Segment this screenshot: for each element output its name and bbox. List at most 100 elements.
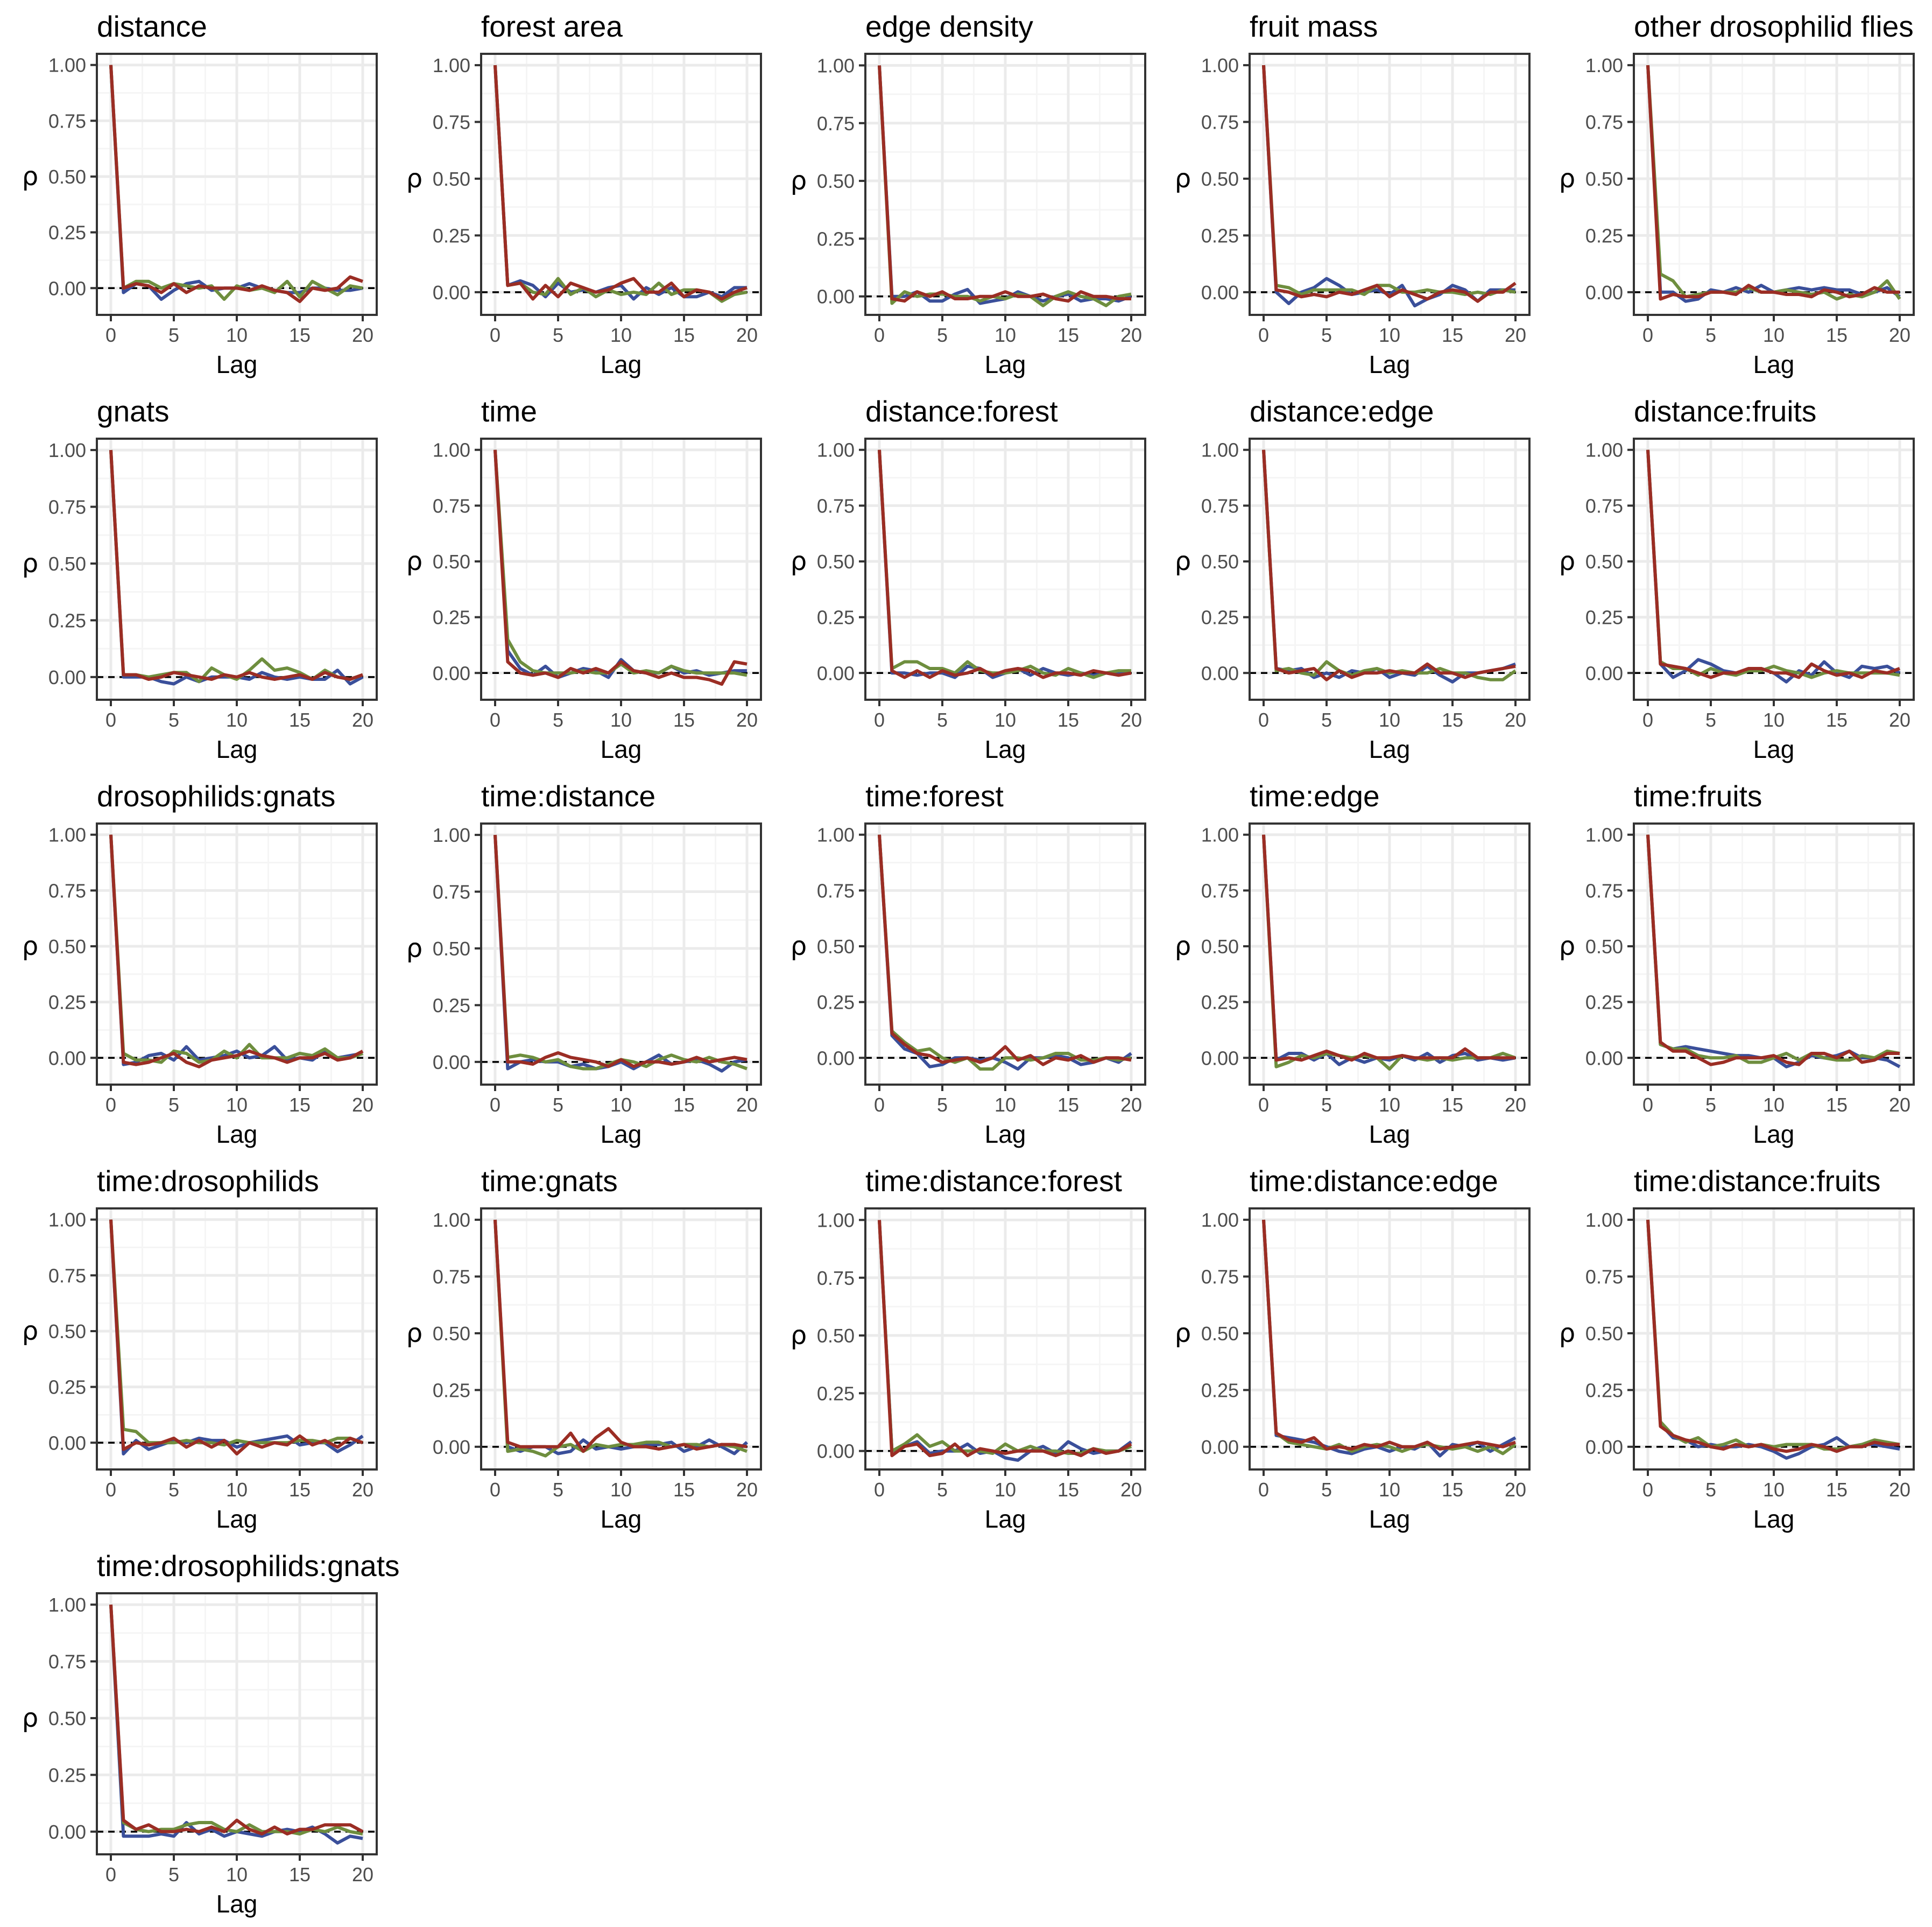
x-tick-label: 5	[553, 1094, 563, 1116]
x-tick-label: 10	[610, 324, 632, 346]
x-axis-title: Lag	[601, 350, 642, 378]
acf-series-line-2	[1262, 834, 1517, 1071]
acf-series-line-3	[1262, 1219, 1517, 1451]
x-tick-label: 20	[1120, 1479, 1142, 1501]
x-tick-label: 15	[1442, 709, 1463, 731]
facet-panel: distance:edge 1.00 0.75 0.50 0.25 0.00 0 5 10 15 2…	[1153, 385, 1537, 772]
y-tick-label: 0.00	[817, 1047, 855, 1069]
x-tick-label: 15	[289, 1863, 311, 1886]
x-tick-label: 0	[1642, 1094, 1653, 1116]
panel-svg: 1.00 0.75 0.50 0.25 0.00 0 5 10 15 20 Lag ρ	[791, 53, 1146, 378]
acf-series-line-3	[1646, 65, 1900, 301]
x-tick-label: 10	[226, 1863, 248, 1886]
acf-series-line-2	[1262, 1219, 1517, 1455]
x-tick-label: 10	[995, 1479, 1016, 1501]
x-tick-label: 10	[226, 1479, 248, 1501]
y-tick-label: 0.25	[1201, 991, 1239, 1014]
y-axis-title: ρ	[791, 1320, 807, 1351]
panel-title: time:distance	[481, 779, 656, 813]
x-tick-label: 10	[1763, 1479, 1785, 1501]
y-tick-label: 0.25	[433, 224, 470, 247]
y-tick-label: 0.75	[1201, 111, 1239, 133]
panel-title: fruit mass	[1250, 10, 1378, 43]
x-tick-label: 15	[1057, 709, 1079, 731]
x-tick-label: 0	[1258, 709, 1269, 731]
acf-series-line-3	[493, 1219, 748, 1453]
x-tick-label: 10	[995, 324, 1016, 346]
y-tick-label: 0.00	[1585, 282, 1623, 304]
x-tick-label: 5	[937, 324, 948, 346]
x-tick-label: 20	[736, 1479, 758, 1501]
y-tick-label: 0.75	[433, 881, 470, 903]
acf-series-line-3	[878, 449, 1132, 679]
y-tick-label: 1.00	[1585, 54, 1623, 76]
x-tick-label: 0	[1642, 324, 1653, 346]
x-tick-label: 0	[105, 324, 116, 346]
y-tick-label: 0.75	[817, 880, 855, 902]
x-tick-label: 20	[1505, 1094, 1526, 1116]
y-tick-label: 0.75	[48, 110, 86, 132]
panel-title: time:edge	[1250, 779, 1380, 813]
x-axis-title: Lag	[1753, 735, 1795, 763]
panel-svg: 1.00 0.75 0.50 0.25 0.00 0 5 10 15 20 Lag ρ	[1175, 822, 1531, 1148]
facet-panel: other drosophilid flies 1.00 0.75 0.50 0.25 0…	[1537, 0, 1921, 388]
panel-svg: 1.00 0.75 0.50 0.25 0.00 0 5 10 15 20 Lag ρ	[1559, 1207, 1915, 1533]
x-tick-label: 20	[1505, 709, 1526, 731]
facet-panel: time:fruits 1.00 0.75 0.50 0.25 0.00 0 5 10 15 20 L…	[1537, 770, 1921, 1157]
y-tick-label: 0.00	[433, 1436, 470, 1458]
x-tick-label: 5	[168, 1094, 179, 1116]
x-tick-label: 20	[1120, 1094, 1142, 1116]
x-tick-label: 20	[1120, 709, 1142, 731]
y-axis-title: ρ	[791, 546, 807, 576]
x-tick-label: 10	[995, 709, 1016, 731]
facet-panel: time:distance 1.00 0.75 0.50 0.25 0.00 0 5 10 15 2…	[384, 770, 768, 1157]
y-tick-label: 0.50	[1201, 936, 1239, 958]
y-tick-label: 1.00	[433, 54, 470, 76]
x-tick-label: 10	[1379, 1479, 1400, 1501]
y-tick-label: 0.25	[48, 1376, 86, 1398]
x-tick-label: 15	[1057, 1094, 1079, 1116]
y-tick-label: 0.00	[48, 1821, 86, 1843]
y-tick-label: 1.00	[433, 439, 470, 461]
facet-panel: distance:forest 1.00 0.75 0.50 0.25 0.00 0 5 10 1…	[768, 385, 1153, 772]
x-axis-title: Lag	[601, 1120, 642, 1148]
y-tick-label: 0.50	[48, 166, 86, 188]
acf-series-line-3	[878, 834, 1132, 1066]
y-tick-label: 1.00	[1201, 439, 1239, 461]
x-tick-label: 0	[105, 1863, 116, 1886]
x-tick-label: 20	[352, 1479, 373, 1501]
x-tick-label: 5	[1321, 324, 1332, 346]
x-tick-label: 15	[289, 324, 311, 346]
x-axis-title: Lag	[216, 1120, 258, 1148]
y-tick-label: 0.75	[48, 880, 86, 902]
panel-title: distance:edge	[1250, 395, 1434, 428]
y-tick-label: 1.00	[48, 1209, 86, 1231]
acf-series-line-2	[109, 1604, 363, 1835]
y-tick-label: 0.25	[1585, 224, 1623, 247]
acf-series-line-2	[109, 65, 363, 301]
x-tick-label: 20	[736, 709, 758, 731]
panel-svg: 1.00 0.75 0.50 0.25 0.00 0 5 10 15 20 Lag ρ	[22, 53, 378, 378]
x-tick-label: 10	[610, 1479, 632, 1501]
y-axis-title: ρ	[22, 1703, 38, 1733]
x-tick-label: 5	[937, 709, 948, 731]
facet-panel: edge density 1.00 0.75 0.50 0.25 0.00 0 5 10 15 20…	[768, 0, 1153, 388]
y-tick-label: 0.25	[817, 991, 855, 1014]
panel-svg: 1.00 0.75 0.50 0.25 0.00 0 5 10 15 20 Lag ρ	[791, 438, 1146, 763]
x-tick-label: 5	[1321, 709, 1332, 731]
x-tick-label: 0	[490, 709, 500, 731]
panel-title: time:drosophilids	[97, 1164, 319, 1198]
y-tick-label: 0.50	[817, 170, 855, 192]
facet-panel: time:distance:fruits 1.00 0.75 0.50 0.25 0.00…	[1537, 1155, 1921, 1542]
y-tick-label: 0.00	[1585, 662, 1623, 684]
y-tick-label: 1.00	[1201, 824, 1239, 846]
facet-panel: time:distance:edge 1.00 0.75 0.50 0.25 0.00 0 5…	[1153, 1155, 1537, 1542]
x-tick-label: 20	[352, 1094, 373, 1116]
y-tick-label: 0.75	[48, 1264, 86, 1286]
y-tick-label: 0.25	[817, 1382, 855, 1404]
x-tick-label: 0	[874, 1094, 885, 1116]
y-tick-label: 1.00	[433, 824, 470, 846]
y-axis-title: ρ	[1559, 164, 1575, 194]
y-tick-label: 1.00	[1585, 1209, 1623, 1231]
